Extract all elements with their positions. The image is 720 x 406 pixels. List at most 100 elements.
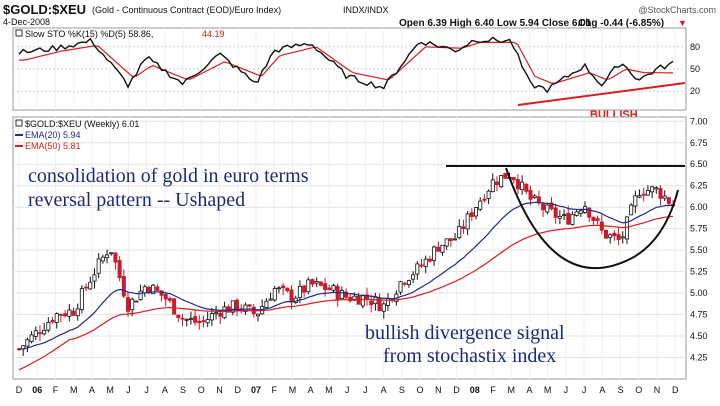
price-bar bbox=[574, 211, 579, 216]
price-bar bbox=[616, 234, 621, 240]
price-bar bbox=[415, 263, 420, 275]
x-tick-label: A bbox=[89, 385, 95, 395]
x-tick-label: N bbox=[216, 385, 223, 395]
price-bar bbox=[117, 260, 122, 279]
price-legend-title: $GOLD:$XEU (Weekly) 6.01 bbox=[25, 119, 139, 129]
price-bar bbox=[411, 274, 416, 280]
change-readout: Chg -0.44 (-6.85%) bbox=[578, 18, 664, 29]
price-bar bbox=[323, 283, 328, 290]
u-shape-curve bbox=[505, 167, 679, 270]
price-bar bbox=[503, 172, 508, 179]
x-tick-label: 07 bbox=[251, 385, 261, 395]
price-tick-label: 5.25 bbox=[690, 267, 708, 277]
price-bar bbox=[218, 312, 223, 317]
stochastic-tick-label: 50 bbox=[690, 64, 700, 74]
price-bar bbox=[205, 319, 210, 324]
price-bar bbox=[109, 252, 114, 255]
price-bar bbox=[423, 258, 428, 267]
price-bar bbox=[461, 226, 466, 229]
price-bar bbox=[645, 190, 650, 196]
price-bar bbox=[482, 198, 487, 201]
price-bar bbox=[453, 238, 458, 241]
price-bar bbox=[285, 287, 290, 292]
price-bar bbox=[608, 234, 613, 238]
price-bar bbox=[184, 318, 189, 321]
x-tick-label: N bbox=[654, 385, 661, 395]
exchange-label: INDX/INDX bbox=[343, 5, 389, 15]
price-bar bbox=[46, 321, 51, 331]
price-bar bbox=[440, 244, 445, 253]
price-bar bbox=[373, 296, 378, 305]
price-bar bbox=[197, 321, 202, 324]
price-bar bbox=[314, 281, 319, 284]
stochastic-divergence-line bbox=[517, 82, 686, 106]
chart-date: 4-Dec-2008 bbox=[3, 17, 50, 27]
change-arrow-icon: ▼ bbox=[678, 18, 687, 28]
price-bar bbox=[130, 298, 135, 311]
price-bar bbox=[457, 225, 462, 239]
x-tick-label: D bbox=[453, 385, 460, 395]
price-bar bbox=[419, 264, 424, 267]
ema20-line bbox=[18, 201, 674, 350]
price-bar bbox=[37, 332, 42, 335]
price-bar bbox=[587, 207, 592, 218]
price-bar bbox=[310, 279, 315, 285]
stochastic-tick-label: 20 bbox=[690, 86, 700, 96]
price-bar bbox=[105, 254, 110, 258]
x-tick-label: A bbox=[162, 385, 168, 395]
price-bar bbox=[327, 287, 332, 291]
price-y-axis: 7.00 6.75 6.50 6.25 6.00 5.75 5.50 5.25 5.00 4.75… bbox=[690, 116, 708, 362]
price-bar bbox=[272, 288, 277, 301]
price-bar bbox=[344, 291, 349, 298]
x-tick-label: S bbox=[399, 385, 405, 395]
x-tick-label: M bbox=[70, 385, 78, 395]
price-bar bbox=[478, 200, 483, 210]
price-bar bbox=[297, 285, 302, 299]
stochastic-d-line bbox=[19, 41, 674, 84]
price-bar bbox=[666, 197, 671, 204]
price-bar bbox=[532, 195, 537, 199]
x-axis: D 06 F M A M J J A S O N D 07 F M A M J J A S O N D 08 F M A M J J A S O N D bbox=[16, 385, 679, 395]
ema20-legend: EMA(20) 5.94 bbox=[25, 130, 81, 140]
price-bar bbox=[276, 287, 281, 290]
x-tick-label: J bbox=[564, 385, 569, 395]
price-bar bbox=[50, 319, 55, 323]
price-bar bbox=[176, 314, 181, 318]
stochastic-legend: Slow STO %K(15) %D(5) 58.86, bbox=[25, 29, 153, 39]
price-bar bbox=[566, 212, 571, 225]
price-tick-label: 6.75 bbox=[690, 138, 708, 148]
x-tick-label: J bbox=[126, 385, 131, 395]
stochastic-legend-value: 44.19 bbox=[202, 29, 225, 39]
price-bar bbox=[557, 216, 562, 219]
price-bar bbox=[247, 304, 252, 307]
x-tick-label: M bbox=[289, 385, 297, 395]
price-bar bbox=[624, 216, 629, 240]
stochastic-k-line bbox=[18, 36, 674, 94]
price-legend-swatch bbox=[15, 119, 23, 127]
price-bar bbox=[71, 310, 76, 316]
price-bar bbox=[209, 313, 214, 321]
price-bar bbox=[172, 298, 177, 315]
price-tick-label: 4.50 bbox=[690, 331, 708, 341]
price-bar bbox=[318, 281, 323, 286]
price-bar bbox=[193, 316, 198, 323]
price-bar bbox=[289, 289, 294, 303]
price-bar bbox=[121, 276, 126, 297]
x-tick-label: N bbox=[435, 385, 442, 395]
x-tick-label: D bbox=[235, 385, 242, 395]
price-bar bbox=[352, 295, 357, 301]
price-bar bbox=[163, 293, 168, 300]
price-bar bbox=[230, 300, 235, 313]
price-bar bbox=[167, 298, 172, 301]
price-bar bbox=[427, 258, 432, 262]
price-bar bbox=[67, 309, 72, 317]
price-bar bbox=[92, 274, 97, 282]
price-tick-label: 7.00 bbox=[690, 116, 708, 126]
price-bar bbox=[578, 210, 583, 214]
x-tick-label: A bbox=[599, 385, 605, 395]
price-bar bbox=[29, 334, 34, 343]
stochastic-grid bbox=[13, 28, 686, 110]
price-tick-label: 6.00 bbox=[690, 202, 708, 212]
price-bar bbox=[339, 290, 344, 300]
x-tick-label: A bbox=[381, 385, 387, 395]
